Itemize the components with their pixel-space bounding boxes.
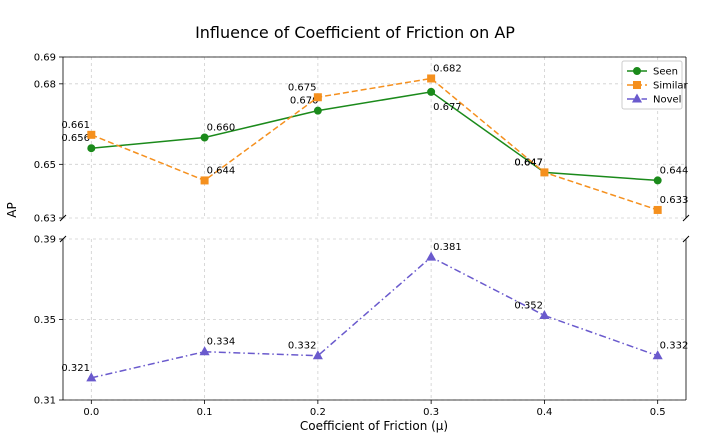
legend-label-novel: Novel: [653, 95, 681, 106]
data-point-novel: [312, 350, 323, 360]
data-point-similar: [653, 205, 662, 214]
series-line-similar: [91, 77, 658, 211]
data-label-similar: 0.661: [61, 120, 90, 131]
chart-title: Influence of Coefficient of Friction on …: [195, 23, 515, 42]
y-tick-label: 0.39: [34, 235, 56, 246]
data-point-seen: [200, 133, 209, 142]
data-point-similar: [87, 130, 96, 139]
x-tick-label: 0.3: [423, 407, 439, 418]
data-point-seen: [87, 144, 96, 153]
series-line-novel: [91, 256, 658, 379]
legend-label-seen: Seen: [653, 67, 678, 78]
data-point-similar: [427, 74, 436, 83]
data-point-novel: [86, 372, 97, 382]
axis-break-mark: [682, 235, 690, 243]
data-label-similar: 0.633: [660, 195, 689, 206]
data-label-similar: 0.675: [288, 82, 317, 93]
data-point-seen: [313, 106, 322, 115]
x-tick-label: 0.4: [536, 407, 552, 418]
y-tick-label: 0.63: [34, 214, 56, 225]
data-label-similar: 0.644: [207, 165, 236, 176]
y-tick-label: 0.31: [34, 396, 56, 407]
legend-marker-seen: [633, 67, 641, 75]
data-label-novel: 0.332: [660, 341, 689, 352]
legend-label-similar: Similar: [653, 81, 689, 92]
y-tick-label: 0.68: [34, 79, 56, 90]
x-axis: 0.0 0.1 0.2 0.3 0.4 0.5: [83, 400, 666, 418]
data-label-novel: 0.334: [207, 337, 236, 348]
data-label-novel: 0.321: [61, 363, 90, 374]
data-label-similar: 0.647: [514, 157, 543, 168]
legend: Seen Similar Novel: [621, 60, 689, 110]
upper-panel: 0.63 0.65 0.68 0.69 0.656 0.660 0.670 0.677 0.64…: [34, 53, 690, 225]
legend-marker-novel: [631, 93, 643, 103]
x-tick-label: 0.5: [650, 407, 666, 418]
data-point-novel: [199, 346, 210, 356]
axis-break-mark: [59, 235, 67, 243]
x-tick-label: 0.1: [197, 407, 213, 418]
data-label-novel: 0.352: [514, 300, 543, 311]
x-tick-label: 0.0: [83, 407, 99, 418]
data-point-similar: [313, 93, 322, 102]
x-axis-title: Coefficient of Friction (μ): [300, 419, 448, 433]
panel-background: [63, 57, 686, 218]
data-label-novel: 0.332: [288, 341, 317, 352]
y-axis-title: AP: [5, 202, 19, 217]
x-tick-label: 0.2: [310, 407, 326, 418]
data-label-seen: 0.656: [61, 133, 90, 144]
data-point-novel: [539, 309, 550, 319]
data-label-seen: 0.677: [433, 102, 462, 113]
data-label-seen: 0.647: [514, 157, 543, 168]
data-label-seen: 0.660: [207, 123, 236, 134]
lower-panel: 0.31 0.35 0.39 0.321 0.334 0.332 0.381 0.352 0.3…: [34, 235, 690, 407]
data-point-similar: [540, 168, 549, 177]
data-label-seen: 0.670: [290, 96, 319, 107]
data-point-novel: [426, 251, 437, 261]
data-label-novel: 0.381: [433, 242, 462, 253]
data-point-similar: [200, 176, 209, 185]
data-point-seen: [653, 176, 662, 185]
axis-break-mark: [59, 214, 67, 222]
y-tick-label: 0.69: [34, 53, 56, 64]
data-point-novel: [652, 350, 663, 360]
data-point-seen: [427, 87, 436, 96]
y-tick-label: 0.35: [34, 315, 56, 326]
data-label-similar: 0.682: [433, 63, 462, 74]
series-line-seen: [91, 91, 658, 182]
legend-marker-similar: [633, 81, 641, 89]
y-tick-label: 0.65: [34, 160, 56, 171]
data-label-seen: 0.644: [660, 165, 689, 176]
axis-break-mark: [682, 214, 690, 222]
